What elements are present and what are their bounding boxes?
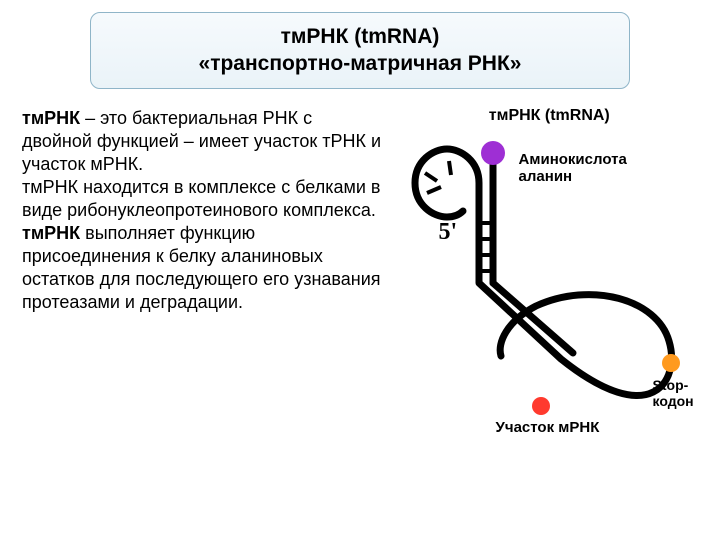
lead-bold: тмРНК [22,108,80,128]
diagram-column: тмРНК (tmRNA) [401,107,698,451]
seg2: тмРНК находится в комплексе с белками в … [22,177,381,220]
label-stop-2: кодон [653,393,694,409]
diag-companion [493,283,573,353]
alanine-dot [481,141,505,165]
stop-codon-dot [662,354,680,372]
hrung-1 [425,173,437,181]
label-5prime: 5' [439,219,458,247]
diagram-svg-wrap: 5' Аминокислота аланин Участок мРНК Stop… [401,131,698,451]
title-box: тмРНК (tmRNA) «транспортно-матричная РНК… [90,12,630,89]
rna-strand [415,149,672,396]
label-stop-1: Stop- [653,377,689,393]
hrung-2 [427,187,441,193]
mrna-dot [532,397,550,415]
title-line-1: тмРНК (tmRNA) [109,23,611,50]
text-column: тмРНК – это бактериальная РНК с двойной … [22,107,401,451]
seg3-bold: тмРНК [22,223,80,243]
label-stop: Stop- кодон [653,377,694,409]
label-alanine-2: аланин [519,168,573,185]
label-alanine: Аминокислота аланин [519,151,627,186]
label-alanine-1: Аминокислота [519,151,627,168]
label-mrna: Участок мРНК [496,419,600,436]
content-row: тмРНК – это бактериальная РНК с двойной … [0,107,720,451]
diagram-title: тмРНК (tmRNA) [401,107,698,125]
title-line-2: «транспортно-матричная РНК» [109,50,611,77]
hrung-3 [449,161,451,175]
paragraph: тмРНК – это бактериальная РНК с двойной … [22,107,383,314]
